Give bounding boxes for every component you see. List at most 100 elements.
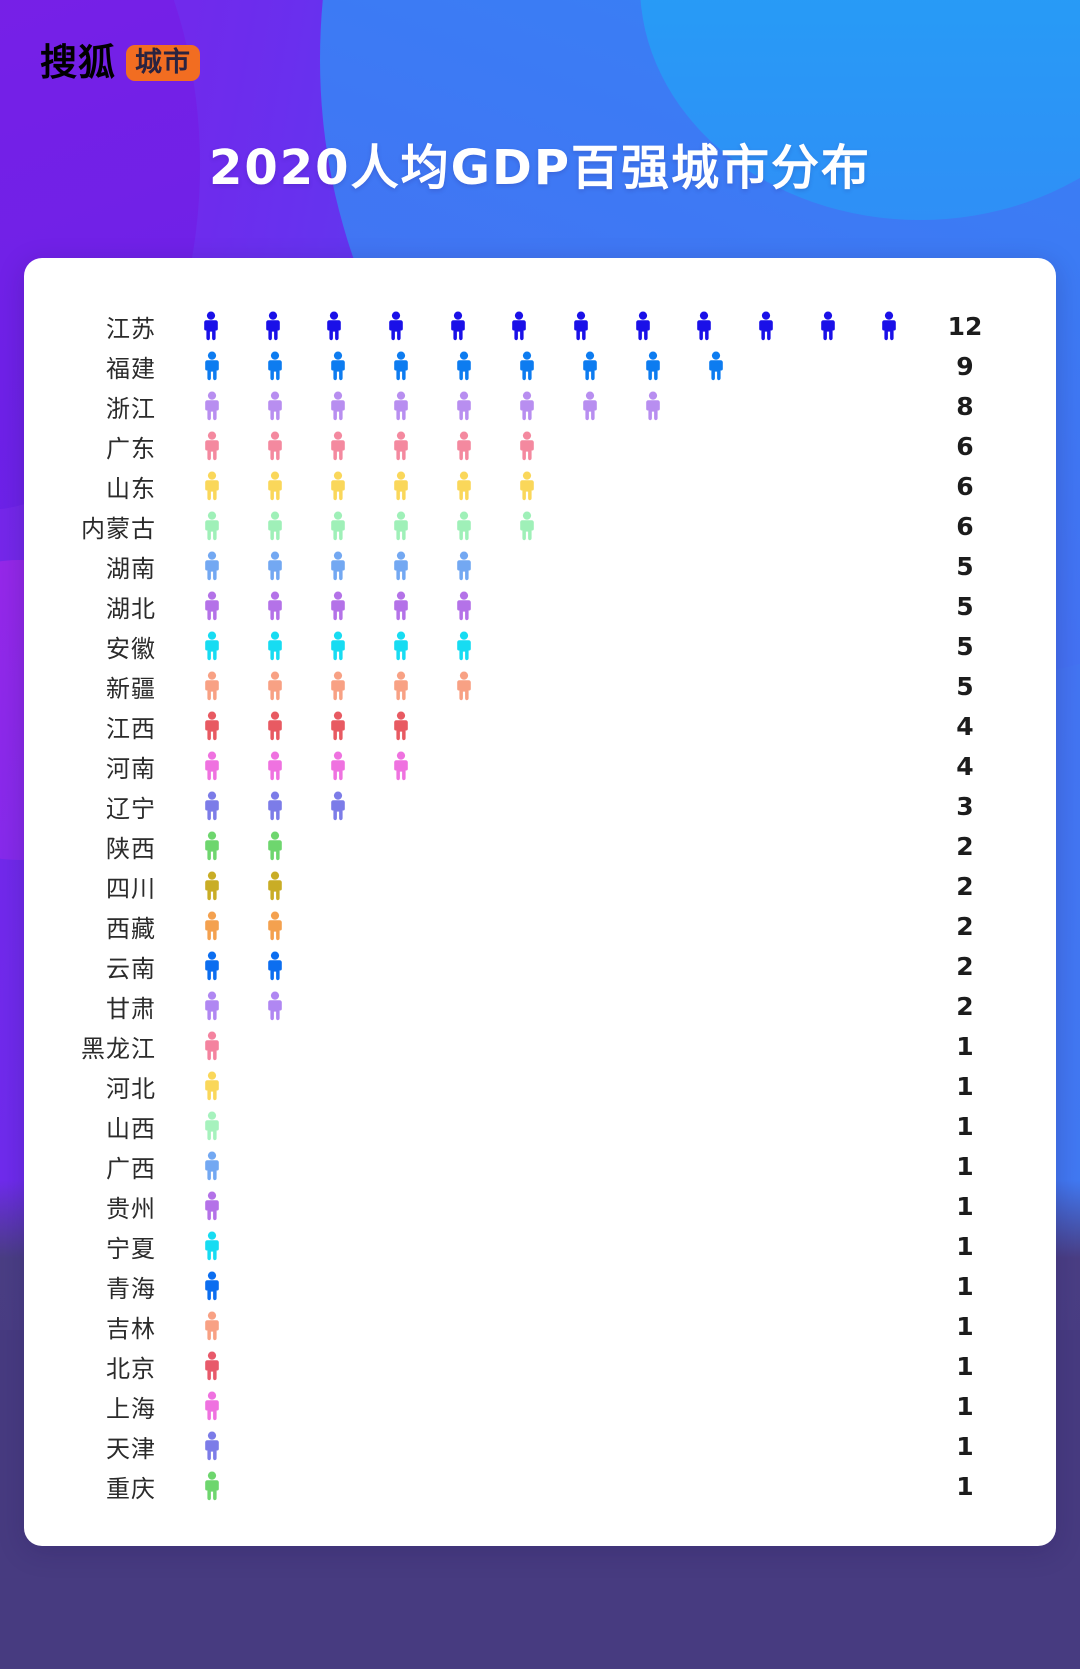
person-icon bbox=[180, 1471, 243, 1501]
chart-row-label: 湖南 bbox=[106, 554, 156, 583]
chart-row-label: 四川 bbox=[106, 874, 156, 903]
chart-row-icons bbox=[156, 1151, 920, 1181]
person-icon bbox=[369, 351, 432, 381]
chart-row: 江苏 12 bbox=[24, 306, 1056, 346]
chart-row: 甘肃 2 bbox=[24, 986, 1056, 1026]
chart-row: 北京 1 bbox=[24, 1346, 1056, 1386]
chart-row-label: 青海 bbox=[106, 1274, 156, 1303]
person-icon bbox=[180, 1431, 243, 1461]
person-icon bbox=[432, 551, 495, 581]
chart-row-icons bbox=[156, 311, 920, 341]
person-icon bbox=[180, 311, 242, 341]
chart-row-label: 江苏 bbox=[106, 314, 156, 343]
person-icon bbox=[243, 751, 306, 781]
chart-row-value: 2 bbox=[956, 911, 974, 941]
person-icon bbox=[306, 551, 369, 581]
chart-row-icons bbox=[156, 871, 920, 901]
chart-row-value: 1 bbox=[956, 1191, 974, 1221]
person-icon bbox=[243, 551, 306, 581]
person-icon bbox=[369, 511, 432, 541]
chart-row-value: 1 bbox=[956, 1351, 974, 1381]
person-icon bbox=[243, 671, 306, 701]
person-icon bbox=[369, 471, 432, 501]
person-icon bbox=[488, 311, 550, 341]
person-icon bbox=[432, 671, 495, 701]
chart-row-icons bbox=[156, 551, 920, 581]
person-icon bbox=[432, 631, 495, 661]
person-icon bbox=[243, 351, 306, 381]
person-icon bbox=[180, 471, 243, 501]
brand-logo-word: 搜狐 bbox=[40, 41, 116, 84]
chart-row: 陕西 2 bbox=[24, 826, 1056, 866]
chart-row: 湖南 5 bbox=[24, 546, 1056, 586]
person-icon bbox=[369, 391, 432, 421]
person-icon bbox=[306, 431, 369, 461]
chart-row-label: 安徽 bbox=[106, 634, 156, 663]
chart-row-value: 4 bbox=[956, 751, 974, 781]
chart-row: 云南 2 bbox=[24, 946, 1056, 986]
person-icon bbox=[180, 551, 243, 581]
chart-row-label: 湖北 bbox=[106, 594, 156, 623]
person-icon bbox=[243, 711, 306, 741]
person-icon bbox=[303, 311, 365, 341]
chart-row-icons bbox=[156, 1431, 920, 1461]
chart-row: 宁夏 1 bbox=[24, 1226, 1056, 1266]
person-icon bbox=[369, 711, 432, 741]
chart-row: 四川 2 bbox=[24, 866, 1056, 906]
person-icon bbox=[306, 791, 369, 821]
person-icon bbox=[180, 1111, 243, 1141]
person-icon bbox=[180, 1231, 243, 1261]
chart-row-label: 吉林 bbox=[106, 1314, 156, 1343]
chart-row-label: 上海 bbox=[106, 1394, 156, 1423]
chart-row-value: 6 bbox=[956, 431, 974, 461]
person-icon bbox=[432, 351, 495, 381]
chart-row-icons bbox=[156, 1471, 920, 1501]
chart-row-label: 新疆 bbox=[106, 674, 156, 703]
person-icon bbox=[365, 311, 427, 341]
chart-row: 河南 4 bbox=[24, 746, 1056, 786]
chart-row-icons bbox=[156, 831, 920, 861]
chart-row-label: 河北 bbox=[106, 1074, 156, 1103]
chart-row-icons bbox=[156, 471, 920, 501]
chart-row-value: 2 bbox=[956, 871, 974, 901]
chart-row-icons bbox=[156, 1391, 920, 1421]
person-icon bbox=[243, 511, 306, 541]
person-icon bbox=[180, 1351, 243, 1381]
person-icon bbox=[243, 431, 306, 461]
chart-card: 江苏 12 福建 9 浙江 8 广东 6 山东 6 内蒙古 6 湖南 5 湖北 5 安徽 5 新疆 5 江西 4 河南 4 辽宁… bbox=[24, 258, 1056, 1546]
person-icon bbox=[180, 631, 243, 661]
chart-row-label: 西藏 bbox=[106, 914, 156, 943]
chart-row: 福建 9 bbox=[24, 346, 1056, 386]
chart-row-icons bbox=[156, 631, 920, 661]
person-icon bbox=[306, 631, 369, 661]
chart-row-icons bbox=[156, 751, 920, 781]
person-icon bbox=[306, 351, 369, 381]
person-icon bbox=[180, 871, 243, 901]
page-title: 2020人均GDP百强城市分布 bbox=[208, 140, 872, 196]
person-icon bbox=[432, 391, 495, 421]
chart-row-icons bbox=[156, 951, 920, 981]
chart-row: 青海 1 bbox=[24, 1266, 1056, 1306]
person-icon bbox=[243, 871, 306, 901]
chart-row-value: 1 bbox=[956, 1111, 974, 1141]
person-icon bbox=[797, 311, 859, 341]
chart-row-value: 5 bbox=[956, 631, 974, 661]
chart-row-value: 5 bbox=[956, 551, 974, 581]
chart-row-label: 宁夏 bbox=[106, 1234, 156, 1263]
chart-row: 天津 1 bbox=[24, 1426, 1056, 1466]
person-icon bbox=[243, 911, 306, 941]
person-icon bbox=[180, 1151, 243, 1181]
chart-row-value: 1 bbox=[956, 1311, 974, 1341]
chart-row-icons bbox=[156, 1031, 920, 1061]
chart-row-label: 天津 bbox=[106, 1434, 156, 1463]
chart-row-label: 内蒙古 bbox=[81, 514, 156, 543]
chart-row-value: 1 bbox=[956, 1031, 974, 1061]
person-icon bbox=[432, 431, 495, 461]
person-icon bbox=[369, 671, 432, 701]
person-icon bbox=[735, 311, 797, 341]
chart-row-value: 6 bbox=[956, 511, 974, 541]
person-icon bbox=[369, 631, 432, 661]
chart-row-value: 1 bbox=[956, 1151, 974, 1181]
chart-row-value: 1 bbox=[956, 1431, 974, 1461]
person-icon bbox=[180, 951, 243, 981]
